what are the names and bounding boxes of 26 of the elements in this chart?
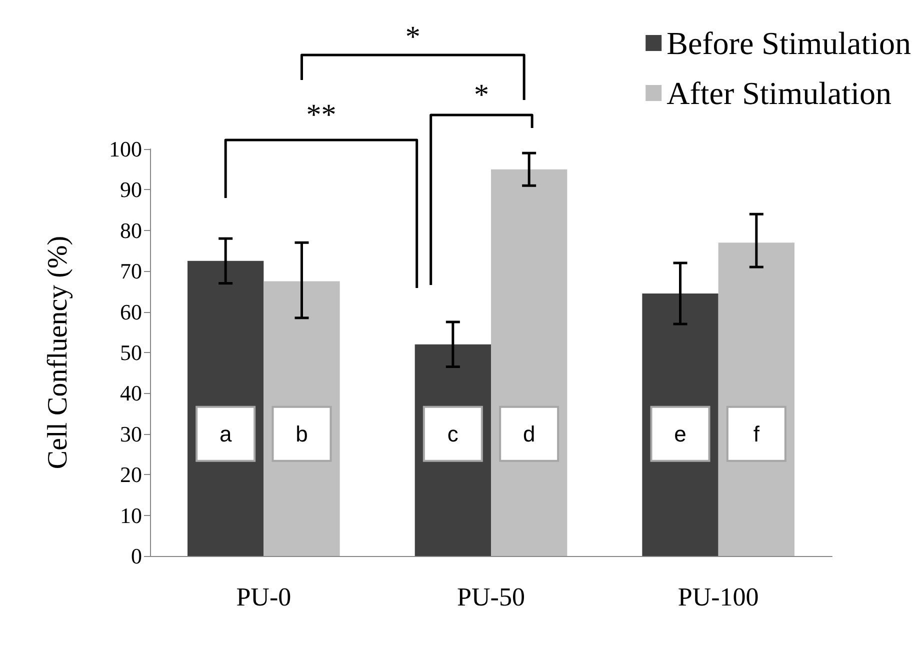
y-tick-label: 70 [120, 258, 142, 284]
annotation: c [447, 421, 458, 446]
x-tick-label: PU-100 [678, 582, 759, 612]
annotation: e [674, 421, 686, 446]
legend-label: After Stimulation [666, 75, 892, 111]
text: ** [306, 98, 336, 132]
text: * [474, 78, 489, 112]
y-tick-label: 10 [120, 502, 142, 528]
y-tick-label: 0 [131, 544, 142, 568]
annotation: b [296, 421, 308, 446]
annotation: d [522, 421, 536, 446]
annotation: a [219, 421, 232, 446]
annotation: f [753, 421, 760, 446]
y-tick-label: 50 [120, 340, 142, 365]
y-tick-label: 100 [109, 136, 142, 162]
x-tick-label: PU-50 [457, 582, 525, 612]
y-tick-label: 30 [120, 421, 142, 446]
y-tick-label: 80 [120, 218, 142, 243]
y-tick-label: 60 [120, 299, 142, 324]
y-tick-label: 20 [120, 462, 142, 488]
text: * [405, 20, 420, 54]
y-axis-title: Cell Confluency (%) [42, 236, 74, 470]
y-tick-label: 40 [120, 380, 142, 406]
legend-label: Before Stimulation [666, 25, 911, 61]
y-tick-label: 90 [120, 177, 142, 202]
x-tick-label: PU-0 [236, 582, 292, 612]
